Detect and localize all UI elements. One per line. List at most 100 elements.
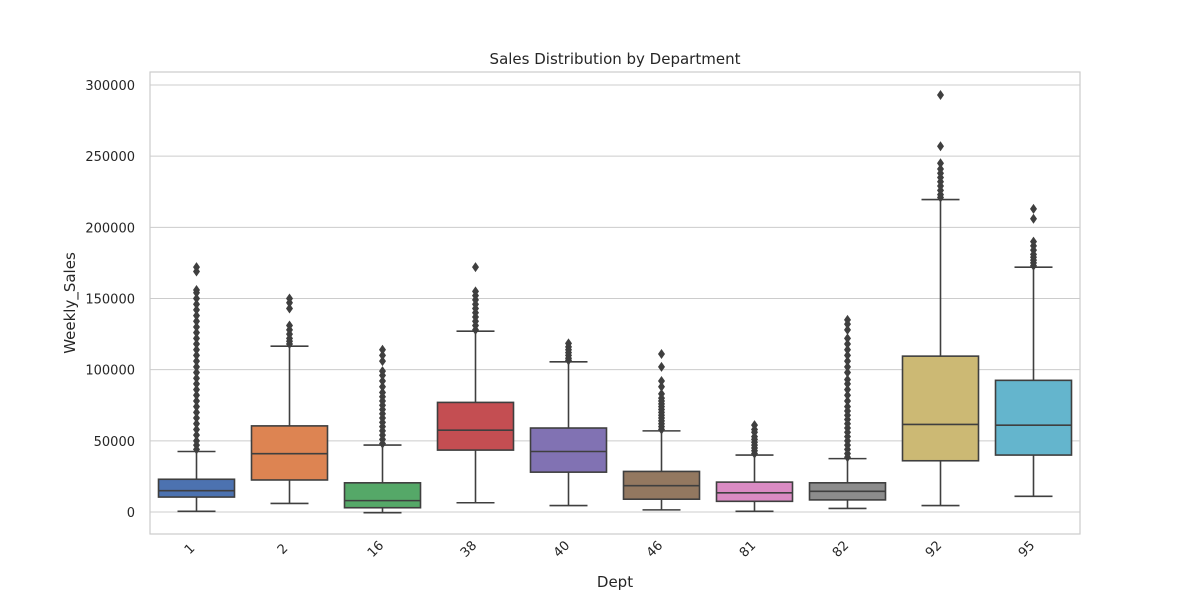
outlier-point [193, 350, 200, 361]
outlier-point [1030, 203, 1037, 214]
outlier-point [844, 339, 851, 350]
outlier-point [1030, 236, 1037, 247]
iqr-box [715, 481, 794, 503]
outlier-point [658, 361, 665, 372]
iqr-box [436, 401, 515, 451]
outlier-point [193, 316, 200, 327]
outlier-point [844, 344, 851, 355]
outlier-point [658, 388, 665, 399]
outlier-point [379, 356, 386, 367]
outlier-point [844, 367, 851, 378]
box-dept-92 [901, 89, 980, 507]
box-dept-81 [715, 420, 794, 513]
outlier-point [286, 293, 293, 304]
outlier-point [565, 338, 572, 349]
outlier-point [658, 349, 665, 360]
outlier-point [193, 304, 200, 315]
box-series [157, 89, 1073, 514]
outlier-point [844, 324, 851, 335]
box-dept-38 [436, 262, 515, 504]
outlier-point [379, 376, 386, 387]
outlier-point [379, 344, 386, 355]
outlier-point [844, 374, 851, 385]
outlier-point [472, 286, 479, 297]
outlier-point [193, 310, 200, 321]
outlier-point [379, 350, 386, 361]
outlier-point [844, 361, 851, 372]
outlier-point [844, 401, 851, 412]
outlier-point [193, 413, 200, 424]
y-tick-labels: 0 50000 100000 150000 200000 250000 300000 [85, 79, 135, 521]
outlier-point [193, 344, 200, 355]
outlier-point [937, 163, 944, 174]
x-tick-label: 2 [275, 541, 291, 557]
outlier-point [751, 420, 758, 431]
outlier-point [193, 401, 200, 412]
outlier-point [844, 350, 851, 361]
outlier-point [937, 158, 944, 169]
x-tick-label: 92 [923, 538, 945, 560]
x-tick-label: 46 [644, 538, 666, 560]
outlier-point [844, 333, 851, 344]
y-tick-label: 100000 [85, 364, 135, 379]
outlier-point [193, 333, 200, 344]
outlier-point [472, 262, 479, 273]
outlier-point [193, 356, 200, 367]
outlier-point [193, 418, 200, 429]
y-axis-label: Weekly_Sales [61, 252, 80, 354]
outlier-point [286, 303, 293, 314]
box-dept-40 [529, 338, 608, 507]
outlier-point [193, 327, 200, 338]
y-tick-label: 0 [127, 506, 135, 521]
outlier-point [844, 384, 851, 395]
box-dept-2 [250, 293, 329, 505]
outlier-point [379, 366, 386, 377]
iqr-box [994, 379, 1073, 456]
x-tick-label: 1 [182, 541, 198, 557]
outlier-point [379, 387, 386, 398]
outlier-point [193, 367, 200, 378]
iqr-box [529, 427, 608, 473]
outlier-point [193, 424, 200, 435]
box-dept-1 [157, 262, 236, 513]
outlier-point [193, 361, 200, 372]
outlier-point [193, 378, 200, 389]
outlier-point [1030, 213, 1037, 224]
iqr-box [157, 478, 236, 498]
y-tick-label: 300000 [85, 79, 135, 94]
outlier-point [193, 284, 200, 295]
outlier-point [658, 381, 665, 392]
x-axis-label: Dept [597, 573, 633, 591]
x-tick-label: 82 [830, 538, 852, 560]
x-tick-label: 81 [737, 538, 759, 560]
outlier-point [844, 314, 851, 325]
box-dept-16 [343, 344, 422, 514]
x-tick-label: 38 [458, 538, 480, 560]
box-dept-46 [622, 349, 701, 511]
outlier-point [937, 141, 944, 152]
x-tick-label: 95 [1016, 538, 1038, 560]
iqr-box [901, 355, 980, 462]
outlier-point [937, 89, 944, 100]
outlier-point [193, 321, 200, 332]
outlier-point [379, 381, 386, 392]
x-tick-labels: 1 2 16 38 40 46 81 82 92 95 [182, 538, 1038, 560]
outlier-point [286, 320, 293, 331]
y-tick-label: 150000 [85, 293, 135, 308]
y-tick-label: 50000 [94, 435, 135, 450]
box-dept-95 [994, 203, 1073, 498]
x-tick-label: 16 [365, 538, 387, 560]
outlier-point [193, 373, 200, 384]
y-tick-label: 250000 [85, 150, 135, 165]
outlier-point [193, 384, 200, 395]
outlier-point [193, 339, 200, 350]
outlier-point [193, 293, 200, 304]
outlier-point [193, 390, 200, 401]
outlier-point [193, 299, 200, 310]
y-tick-label: 200000 [85, 221, 135, 236]
box-dept-82 [808, 314, 887, 510]
x-tick-label: 40 [551, 538, 573, 560]
outlier-point [844, 356, 851, 367]
iqr-box [343, 482, 422, 509]
